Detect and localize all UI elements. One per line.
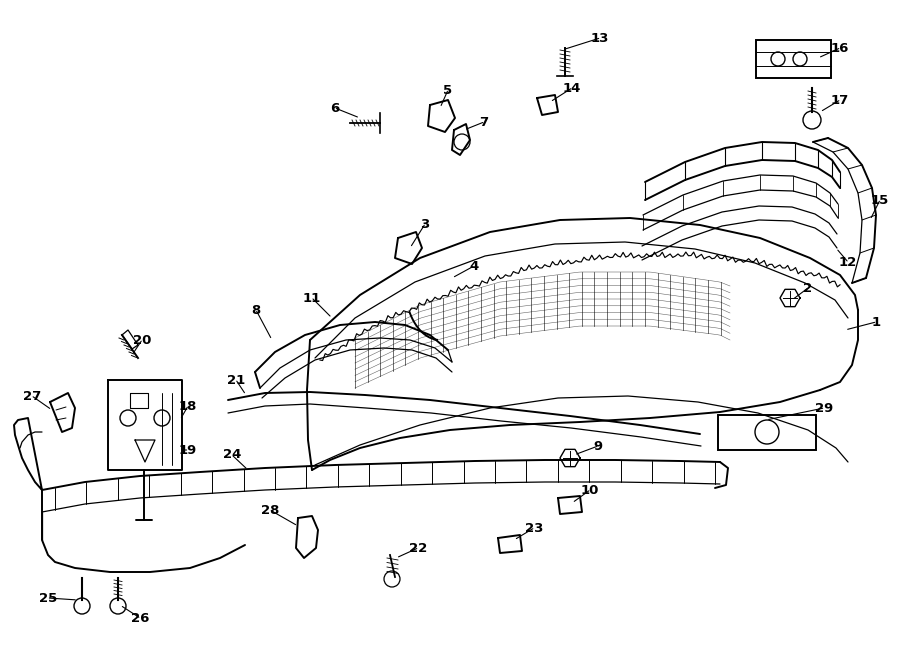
Text: 9: 9: [593, 440, 603, 453]
Text: 13: 13: [590, 32, 609, 44]
Text: 14: 14: [562, 81, 581, 95]
Text: 8: 8: [251, 303, 261, 317]
Text: 25: 25: [39, 592, 57, 605]
FancyBboxPatch shape: [756, 40, 831, 78]
Text: 3: 3: [420, 217, 429, 231]
Text: 4: 4: [470, 260, 479, 272]
Text: 28: 28: [261, 504, 279, 516]
Text: 20: 20: [133, 334, 151, 346]
Text: 11: 11: [303, 292, 321, 305]
Text: 26: 26: [130, 611, 149, 625]
Text: 15: 15: [871, 194, 889, 206]
Text: 10: 10: [580, 483, 599, 496]
Text: 29: 29: [814, 401, 833, 414]
Text: 1: 1: [871, 315, 880, 329]
Text: 22: 22: [409, 541, 428, 555]
Text: 17: 17: [831, 93, 849, 106]
Text: 18: 18: [179, 399, 197, 412]
Text: 2: 2: [804, 282, 813, 295]
Text: 21: 21: [227, 373, 245, 387]
Text: 16: 16: [831, 42, 850, 54]
Text: 7: 7: [480, 116, 489, 128]
Text: 27: 27: [22, 389, 41, 403]
Text: 6: 6: [330, 102, 339, 114]
Text: 19: 19: [179, 444, 197, 457]
Text: 12: 12: [839, 256, 857, 268]
Text: 5: 5: [444, 83, 453, 97]
Text: 23: 23: [525, 522, 544, 535]
Text: 24: 24: [223, 449, 241, 461]
FancyBboxPatch shape: [718, 415, 816, 450]
